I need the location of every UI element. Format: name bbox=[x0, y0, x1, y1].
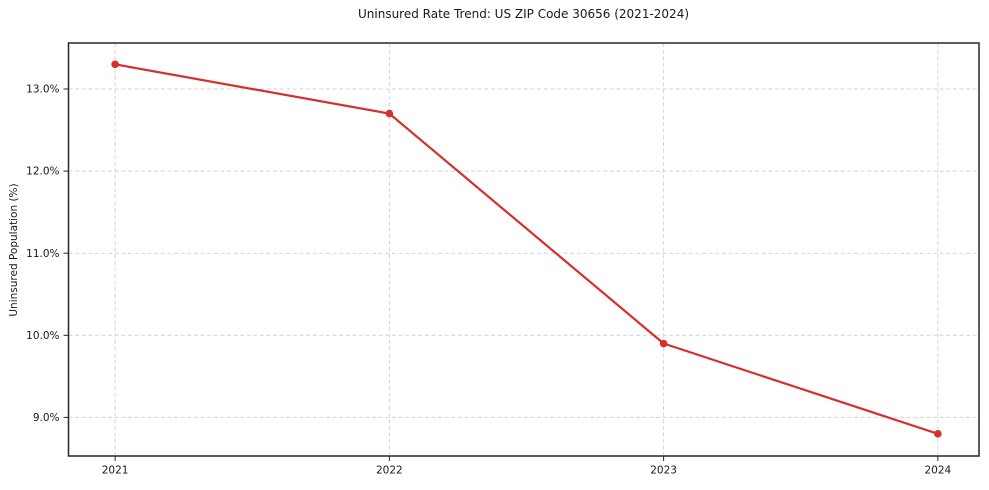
chart-title: Uninsured Rate Trend: US ZIP Code 30656 … bbox=[357, 7, 690, 21]
x-tick-label: 2023 bbox=[650, 465, 677, 477]
y-tick-label: 11.0% bbox=[26, 248, 59, 260]
data-point-2021 bbox=[111, 60, 119, 69]
y-tick-label: 10.0% bbox=[26, 330, 59, 342]
trend-line bbox=[114, 63, 939, 435]
y-tick-label: 13.0% bbox=[26, 84, 59, 96]
plot-border bbox=[67, 42, 980, 457]
data-point-2023 bbox=[659, 339, 668, 348]
x-tick-label: 2022 bbox=[376, 465, 403, 477]
x-tick-label: 2024 bbox=[924, 465, 951, 477]
y-tick-label: 12.0% bbox=[26, 166, 59, 178]
data-point-2022 bbox=[385, 109, 394, 118]
x-tick-label: 2021 bbox=[102, 465, 129, 477]
data-point-2024 bbox=[934, 430, 942, 438]
y-tick-label: 9.0% bbox=[33, 412, 60, 424]
